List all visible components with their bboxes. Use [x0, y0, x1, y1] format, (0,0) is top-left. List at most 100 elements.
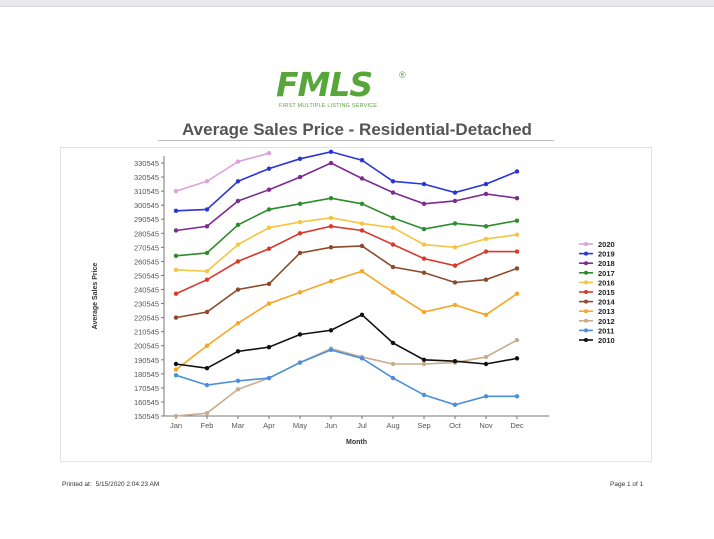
series-2014-point — [266, 281, 272, 287]
series-2012-point — [173, 413, 179, 419]
x-tick-label: Jun — [325, 421, 337, 430]
y-tick-label: 190545 — [134, 356, 159, 365]
series-2010-point — [266, 344, 272, 350]
legend-label-2013: 2013 — [598, 307, 615, 316]
series-2014-point — [235, 287, 241, 292]
series-2020-point — [204, 179, 210, 184]
series-2013-point — [514, 291, 520, 296]
series-2013-point — [266, 301, 272, 306]
legend-label-2015: 2015 — [598, 288, 615, 297]
series-2019-point — [390, 179, 396, 184]
series-2013-point — [328, 278, 334, 284]
series-2011-point — [235, 378, 241, 384]
series-2019-point — [359, 158, 365, 163]
x-tick-label: Dec — [510, 421, 524, 430]
legend-marker-2020 — [584, 242, 588, 246]
legend-marker-2016 — [584, 280, 588, 285]
series-2016-point — [483, 236, 489, 242]
series-2017-point — [266, 207, 272, 212]
series-2013-point — [483, 312, 489, 318]
title-divider — [158, 140, 554, 141]
series-2010-point — [173, 361, 179, 367]
series-2014-point — [359, 243, 365, 249]
y-tick-label: 240545 — [134, 286, 159, 295]
series-2010-point — [297, 332, 303, 337]
series-2010-point — [359, 312, 365, 318]
series-2016-point — [390, 225, 396, 230]
series-2011-point — [297, 360, 303, 365]
series-2012-point — [235, 387, 241, 392]
legend-marker-2010 — [584, 338, 588, 342]
series-2017-point — [297, 201, 303, 206]
series-2012-point — [390, 361, 396, 367]
series-2020-line — [175, 152, 270, 192]
legend-label-2019: 2019 — [598, 250, 615, 259]
footer-printed: Printed at: 5/15/2020 2:04:23 AM — [62, 481, 163, 488]
series-2010-point — [390, 340, 396, 346]
series-2015-point — [173, 291, 179, 296]
series-2011-line — [175, 349, 517, 406]
series-2010-point — [514, 356, 520, 361]
series-2017-point — [421, 226, 427, 232]
series-2013-point — [204, 343, 210, 348]
series-2015-point — [483, 249, 489, 254]
series-2015-point — [421, 256, 427, 261]
x-tick-label: Feb — [201, 421, 214, 430]
window-top-bar — [0, 0, 714, 7]
series-2011-point — [328, 347, 334, 353]
series-2017-point — [359, 201, 365, 206]
series-2013-point — [452, 302, 458, 308]
series-2018-point — [421, 201, 427, 206]
series-2016-point — [421, 242, 427, 247]
series-2012-point — [204, 410, 210, 416]
series-2017-point — [235, 222, 241, 228]
series-2018-point — [514, 195, 520, 201]
series-2011-point — [514, 394, 520, 399]
series-2019-point — [514, 169, 520, 174]
y-tick-label: 160545 — [134, 398, 159, 407]
legend-marker-2011 — [584, 328, 588, 333]
series-2015-point — [390, 242, 396, 247]
legend-label-2020: 2020 — [598, 240, 615, 249]
series-2012-point — [483, 354, 489, 360]
series-2019-point — [421, 181, 427, 187]
series-2019-point — [266, 166, 272, 171]
legend-marker-2015 — [584, 290, 588, 294]
y-tick-label: 180545 — [134, 370, 159, 379]
series-2019-point — [235, 179, 241, 184]
series-2017-point — [452, 221, 458, 226]
chart-frame: 150545 160545 170545 180545 190545 200545 2105… — [60, 147, 652, 462]
series-2011-point — [173, 373, 179, 378]
series-2019-point — [452, 190, 458, 195]
series-2015-point — [328, 224, 334, 229]
series-2016-point — [235, 242, 241, 247]
legend-marker-2013 — [584, 309, 588, 314]
logo-wordmark: FMLS — [276, 65, 373, 104]
y-tick-label: 290545 — [134, 215, 159, 224]
series-2018-point — [266, 187, 272, 192]
series-2010-point — [452, 358, 458, 364]
series-2018-point — [359, 176, 365, 181]
series-2010-point — [204, 366, 210, 371]
series-2013-point — [421, 309, 427, 315]
series-2015-point — [266, 246, 272, 251]
series-2016-point — [359, 221, 365, 226]
series-2011-point — [421, 392, 427, 398]
series-2014-point — [390, 264, 396, 270]
series-2012-line — [175, 339, 518, 417]
series-2015-point — [297, 231, 303, 236]
series-2018-point — [235, 198, 241, 204]
series-2014-point — [514, 266, 520, 271]
series-2017-point — [514, 218, 520, 223]
y-tick-label: 220545 — [134, 314, 159, 323]
series-2013-point — [235, 321, 241, 326]
series-2011-point — [359, 356, 365, 361]
legend-label-2018: 2018 — [598, 259, 615, 268]
series-2018-point — [297, 174, 303, 180]
series-2015-point — [359, 228, 365, 233]
series-2018-point — [452, 198, 458, 204]
series-2016-point — [266, 225, 272, 230]
series-2015-point — [235, 259, 241, 264]
y-tick-label: 210545 — [134, 328, 159, 337]
series-2014-line — [175, 245, 518, 319]
